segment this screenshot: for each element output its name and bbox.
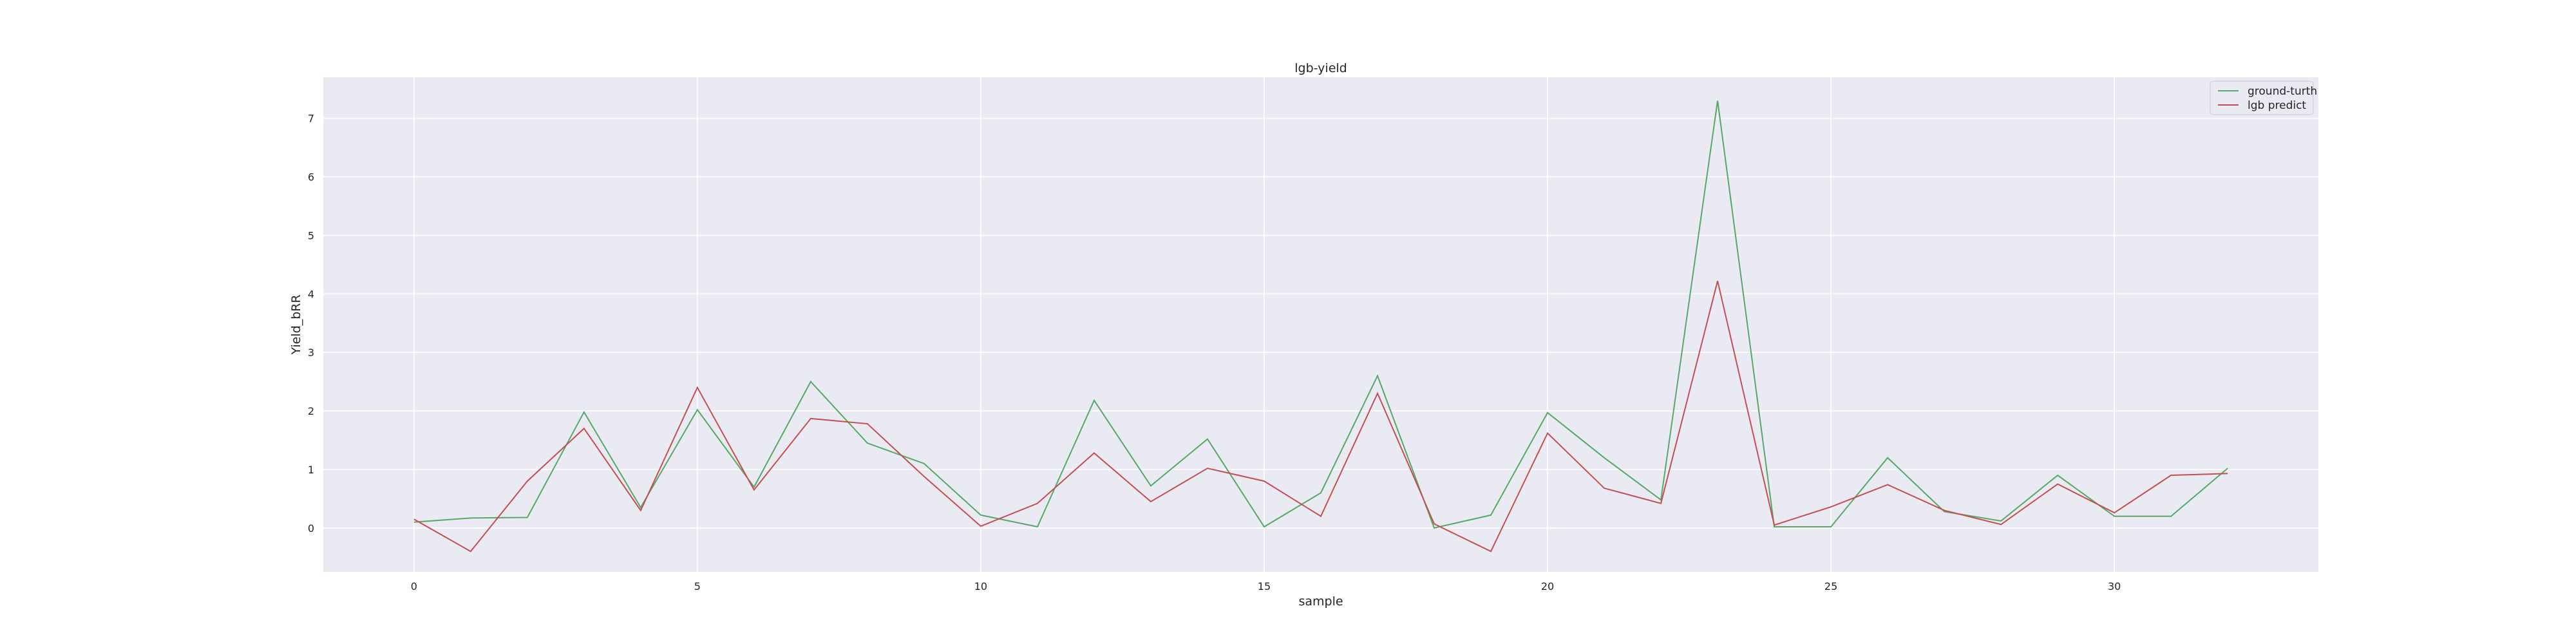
plot-background [323,77,2318,572]
y-tick-label: 0 [308,522,314,535]
legend-label-ground-turth: ground-turth [2248,85,2317,98]
x-tick-label: 20 [1541,580,1554,592]
grid-lines [323,77,2318,572]
y-tick-label: 3 [308,346,314,359]
legend: ground-turth lgb predict [2210,80,2317,115]
chart-title: lgb-yield [1294,61,1347,75]
series-line-lgb-predict [413,281,2228,553]
series-layer [413,100,2228,553]
series-line-ground-turth [413,100,2228,529]
y-tick-label: 6 [308,171,314,184]
x-tick-label: 15 [1258,580,1271,592]
x-tick-label: 10 [974,580,987,592]
legend-label-lgb-predict: lgb predict [2248,99,2306,112]
legend-box [2210,80,2314,115]
y-tick-label: 4 [308,288,314,300]
y-tick-label: 7 [308,113,314,125]
x-tick-label: 0 [411,580,417,592]
y-tick-labels: 0 1 2 3 4 5 6 7 [308,113,314,535]
y-tick-label: 5 [308,229,314,242]
y-tick-label: 1 [308,464,314,476]
x-axis-title: sample [1298,594,1343,609]
y-tick-label: 2 [308,405,314,417]
x-tick-label: 5 [694,580,701,592]
x-tick-label: 30 [2108,580,2121,592]
x-tick-labels: 0 5 10 15 20 25 30 [411,580,2121,592]
x-tick-label: 25 [1824,580,1837,592]
y-axis-title: Yield_bRR [289,294,303,355]
